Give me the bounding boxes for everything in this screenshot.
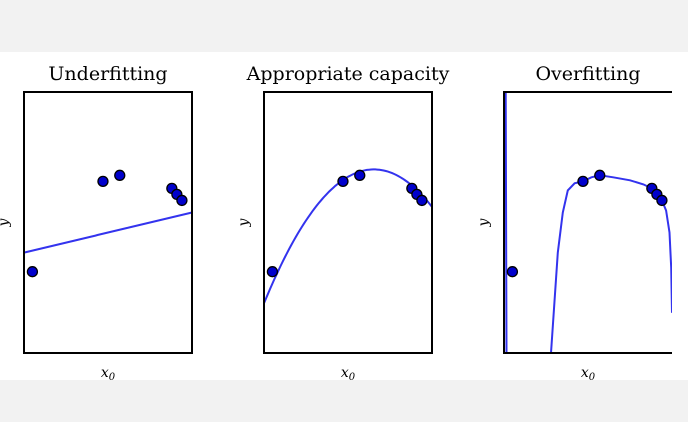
x-axis-label: x0: [581, 365, 596, 383]
data-point: [97, 175, 109, 187]
data-point: [506, 266, 519, 278]
data-point: [594, 169, 606, 181]
x-axis-label-subscript: 0: [589, 372, 596, 383]
panel-overfitting: Overfitting x0 y: [476, 63, 672, 383]
fit-curve: [264, 168, 432, 304]
panel-underfitting: Underfitting x0 y: [0, 63, 193, 383]
y-axis-label: y: [236, 217, 252, 227]
y-axis-label: y: [0, 217, 12, 227]
data-point: [337, 175, 349, 187]
axes-frame: [263, 91, 433, 354]
data-point: [114, 169, 126, 181]
x-axis-label-subscript: 0: [349, 372, 356, 383]
x-axis-label: x0: [341, 365, 356, 383]
panel-title: Underfitting: [48, 63, 167, 85]
y-axis-label: y: [476, 217, 492, 227]
fit-curve: [504, 92, 672, 353]
panel-title: Overfitting: [535, 63, 640, 85]
figure-background: [0, 52, 688, 380]
data-point: [656, 194, 668, 207]
data-point: [26, 266, 39, 278]
data-point: [577, 175, 589, 187]
fit-curve: [24, 211, 192, 254]
data-point: [354, 169, 366, 181]
axes-frame: [503, 91, 672, 354]
data-point: [176, 194, 188, 207]
axes-frame: [23, 91, 193, 354]
panel-title: Appropriate capacity: [246, 63, 450, 85]
data-point: [416, 194, 428, 207]
panel-appropriate-capacity: Appropriate capacity x0 y: [236, 63, 450, 383]
x-axis-label: x0: [101, 365, 116, 383]
data-point: [266, 266, 279, 278]
x-axis-label-subscript: 0: [109, 372, 116, 383]
